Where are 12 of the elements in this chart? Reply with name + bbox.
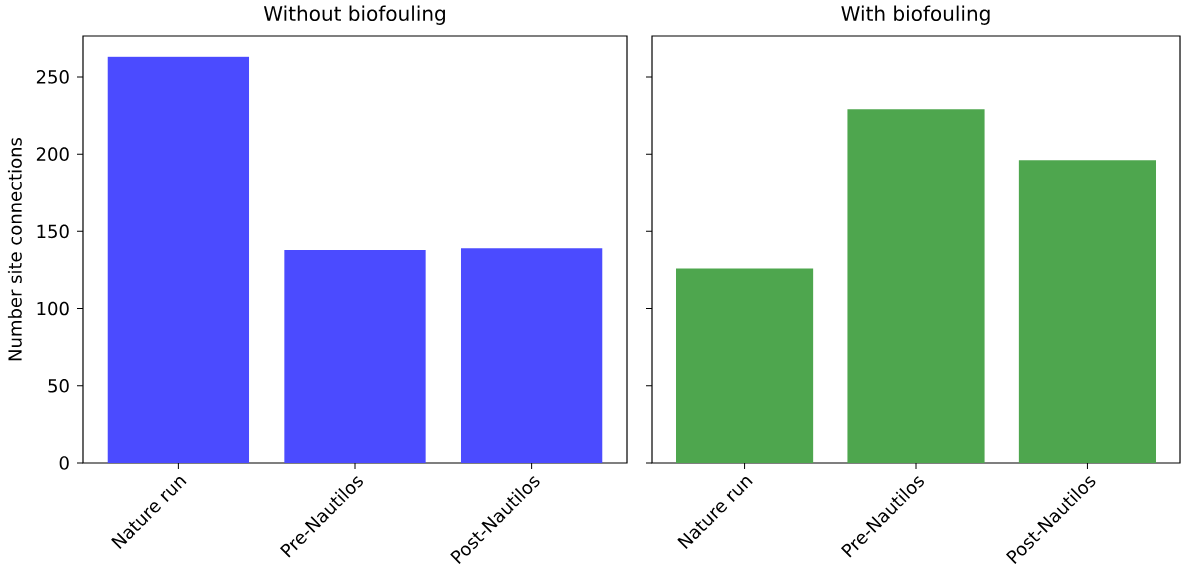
y-tick-label: 150 — [37, 224, 69, 239]
bar — [284, 249, 426, 463]
y-tick-label: 50 — [48, 378, 69, 393]
y-axis-title: Number site connections — [7, 137, 22, 361]
y-tick-label: 200 — [36, 147, 69, 161]
chart-title: Without biofouling — [263, 5, 445, 25]
y-tick-label: 250 — [36, 70, 69, 84]
bar — [107, 56, 250, 463]
y-tick-label: 0 — [59, 456, 69, 470]
bar — [460, 248, 603, 463]
y-tick-label: 100 — [37, 301, 69, 316]
chart-title: With biofouling — [841, 5, 990, 25]
